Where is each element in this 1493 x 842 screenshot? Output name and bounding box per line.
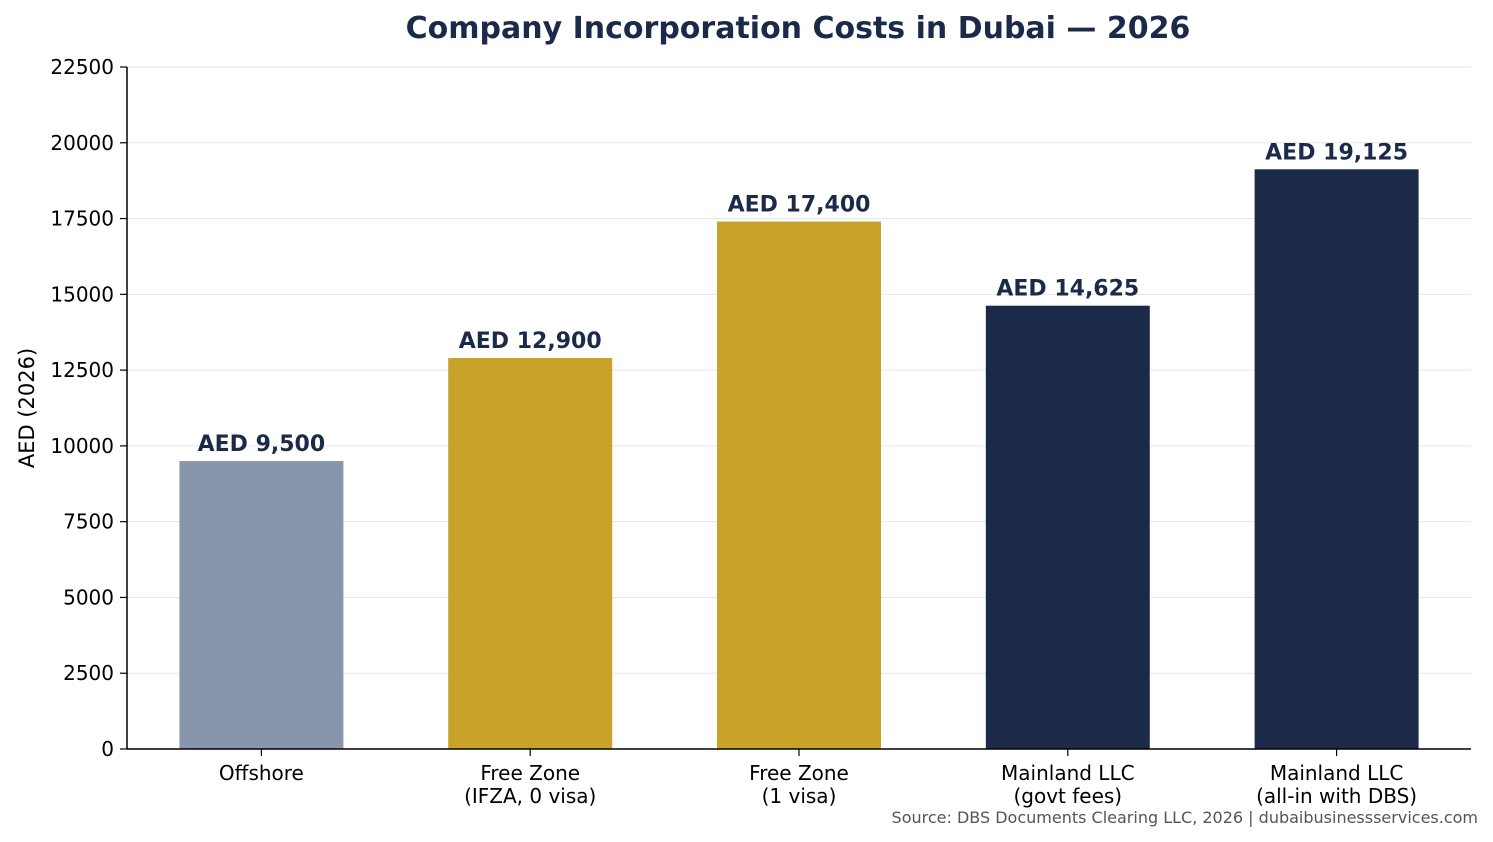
y-tick-label: 5000 [63,585,114,609]
y-tick-label: 20000 [50,131,114,155]
x-tick-label: (IFZA, 0 visa) [464,784,596,808]
y-tick-label: 22500 [50,55,114,79]
source-note: Source: DBS Documents Clearing LLC, 2026… [892,808,1478,827]
y-axis: 0 2500 5000 7500 10000 12500 15000 17500 20000 22… [50,55,128,761]
x-tick-label: Free Zone [749,761,849,785]
bar-value-label: AED 12,900 [459,329,602,354]
bar-value-label: AED 9,500 [198,432,326,457]
bar [717,221,881,749]
x-axis: Offshore Free Zone(IFZA, 0 visa)Free Zone… [127,748,1471,808]
bar [1254,169,1419,750]
x-tick-label: Mainland LLC [1270,761,1404,785]
value-labels: AED 9,500 AED 12,900 AED 17,400 AED 14,625 A… [198,140,1408,457]
x-tick-label: (all-in with DBS) [1256,784,1417,808]
y-tick-label: 10000 [50,434,114,458]
y-tick-label: 17500 [50,207,114,231]
y-tick-label: 7500 [63,510,114,534]
bar-value-label: AED 14,625 [996,277,1139,302]
chart-title: Company Incorporation Costs in Dubai — 2… [406,11,1191,46]
x-tick-label: (1 visa) [762,784,837,808]
y-tick-label: 0 [101,737,114,761]
x-tick-label: (govt fees) [1013,784,1122,808]
bar [448,357,613,749]
x-tick-label: Offshore [219,761,304,785]
x-tick-label: Mainland LLC [1001,761,1135,785]
y-axis-label: AED (2026) [15,348,39,468]
bar [985,305,1150,749]
bar-value-label: AED 17,400 [728,193,871,218]
y-tick-label: 12500 [50,358,114,382]
y-tick-label: 2500 [63,661,114,685]
bars [179,169,1419,750]
bar-value-label: AED 19,125 [1265,140,1408,165]
x-tick-label: Free Zone [480,761,580,785]
bar [179,461,344,749]
y-tick-label: 15000 [50,282,114,306]
